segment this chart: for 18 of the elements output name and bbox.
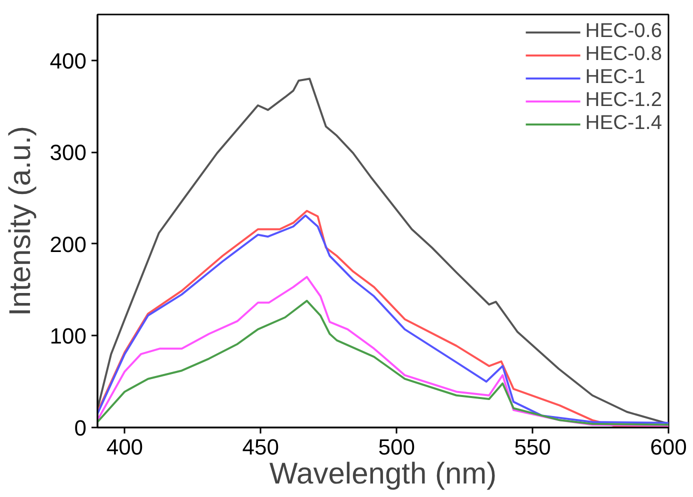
x-tick-label: 600 [650, 434, 687, 460]
y-tick-label: 300 [50, 140, 87, 166]
line-series [98, 300, 668, 426]
legend-label: HEC-1 [585, 66, 646, 89]
legend-label: HEC-1.4 [585, 112, 662, 135]
y-tick-label: 100 [50, 324, 87, 349]
legend-label: HEC-0.8 [585, 43, 662, 66]
x-tick-label: 500 [378, 434, 415, 460]
y-tick-label: 0 [74, 416, 87, 440]
legend-label: HEC-1.2 [585, 89, 662, 112]
x-tick-label: 450 [242, 434, 280, 460]
y-axis-title: Intensity (a.u.) [4, 126, 37, 316]
y-tick-label: 400 [50, 48, 87, 74]
x-axis-title: Wavelength (nm) [269, 458, 497, 490]
legend-label: HEC-0.6 [585, 20, 662, 43]
x-tick-label: 550 [514, 434, 551, 460]
x-tick-label: 400 [106, 434, 144, 460]
y-tick-label: 200 [50, 232, 87, 257]
